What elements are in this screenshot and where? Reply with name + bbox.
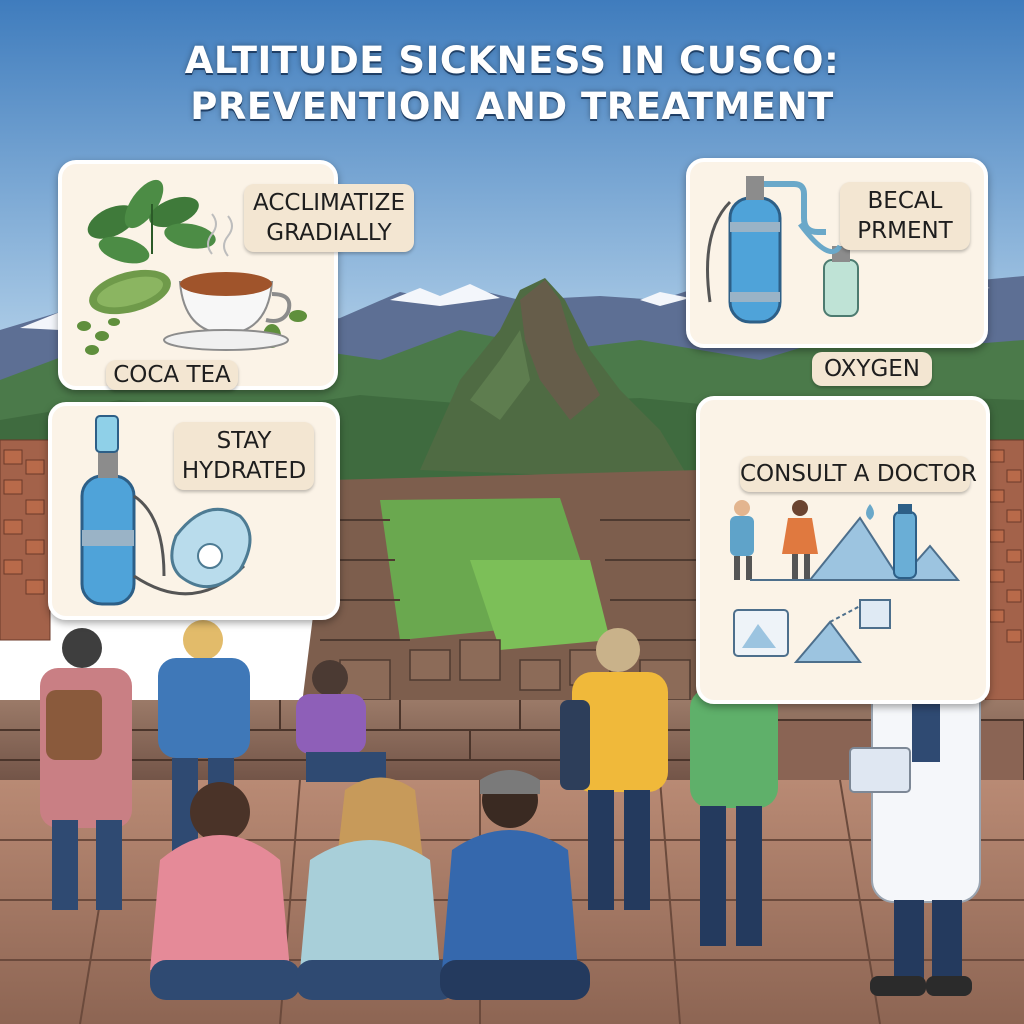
- coca-tea-caption: COCA TEA: [106, 360, 238, 390]
- chart-board-icon: [733, 609, 789, 657]
- title-line-2: PREVENTION AND TREATMENT: [190, 85, 834, 128]
- tourist-pink-jacket: [40, 628, 132, 910]
- mountain-icon: [750, 516, 961, 581]
- oxygen-cylinder-icon: [80, 415, 246, 606]
- panel-coca-tea: ACCLIMATIZE GRADIALLY COCA TEA: [58, 160, 414, 390]
- stay-hydrated-line-1: STAY: [216, 428, 272, 454]
- huayna-picchu-peak: [420, 278, 690, 480]
- panel-consult-doctor: CONSULT A DOCTOR: [696, 396, 990, 704]
- tea-cup-icon: [163, 213, 292, 351]
- oxygen-mask-icon: [170, 507, 252, 589]
- stay-hydrated-label: STAY HYDRATED: [174, 422, 314, 490]
- panel-stay-hydrated: STAY HYDRATED: [48, 402, 340, 620]
- panel-oxygen: BECAL PRMENT: [686, 158, 988, 348]
- humidifier-bottle-icon: [798, 222, 859, 317]
- oxygen-tank-icon: [706, 176, 826, 324]
- tourist-seated-pink-hoodie: [150, 782, 300, 1000]
- tourist-green-shirt: [690, 643, 778, 946]
- doctor-consult-illustration: [730, 500, 961, 663]
- becal-prment-label: BECAL PRMENT: [840, 182, 970, 250]
- tourist-purple-shirt: [296, 660, 386, 782]
- water-bottle-icon: [893, 504, 917, 579]
- mountain-range-icon: [793, 599, 891, 663]
- stay-hydrated-line-2: HYDRATED: [181, 458, 307, 484]
- oxygen-illustration: [706, 176, 859, 324]
- coca-pod-icon: [89, 269, 171, 315]
- machu-picchu-ruins: [300, 470, 740, 720]
- becal-prment-line-2: PRMENT: [857, 218, 953, 244]
- acclimatize-label-line-1: ACCLIMATIZE: [253, 190, 405, 216]
- hydration-illustration: [80, 415, 252, 606]
- page-title: ALTITUDE SICKNESS IN CUSCO: PREVENTION A…: [0, 38, 1024, 130]
- consult-doctor-label: CONSULT A DOCTOR: [740, 456, 977, 492]
- coca-tea-illustration: [77, 179, 307, 355]
- tourist-seated-light-blue: [296, 777, 456, 1000]
- oxygen-caption: OXYGEN: [812, 352, 932, 386]
- coca-leaf-icon: [87, 179, 216, 264]
- acclimatize-label-line-2: GRADIALLY: [266, 220, 392, 246]
- becal-prment-line-1: BECAL: [867, 188, 943, 214]
- tourist-yellow-sweater: [560, 628, 668, 910]
- tourist-seated-blue-shirt: [440, 770, 590, 1000]
- title-line-1: ALTITUDE SICKNESS IN CUSCO:: [184, 39, 840, 82]
- water-drop-icon: [866, 504, 874, 520]
- acclimatize-label: ACCLIMATIZE GRADIALLY: [244, 184, 414, 252]
- doctor-figure: [849, 603, 981, 996]
- left-town: [0, 439, 51, 641]
- person-icon: [782, 500, 818, 580]
- hiker-icon: [730, 500, 754, 580]
- right-town: [984, 439, 1024, 701]
